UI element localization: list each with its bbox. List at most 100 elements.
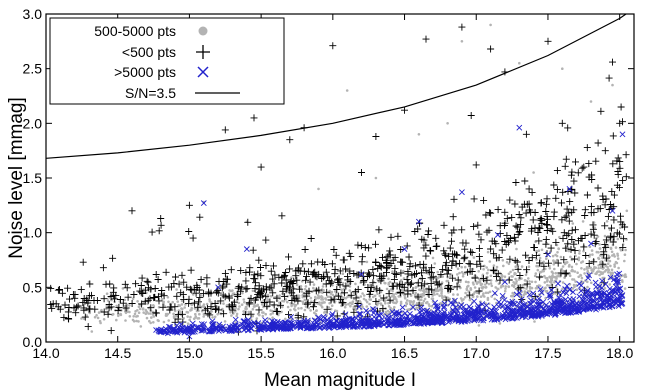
point-500-5000 <box>500 273 504 277</box>
point-gt5000 <box>500 302 507 309</box>
point-lt500 <box>508 214 516 222</box>
point-500-5000 <box>473 286 477 289</box>
point-lt500 <box>414 293 422 301</box>
point-gt5000 <box>458 189 465 196</box>
point-500-5000 <box>554 292 557 295</box>
point-500-5000 <box>258 313 261 317</box>
point-500-5000 <box>123 305 127 308</box>
point-lt500 <box>435 280 443 288</box>
point-lt500 <box>79 299 87 307</box>
point-lt500 <box>470 195 478 203</box>
point-500-5000 <box>540 263 543 266</box>
point-lt500 <box>257 163 265 171</box>
point-500-5000 <box>588 245 592 248</box>
point-500-5000 <box>527 265 531 269</box>
point-500-5000 <box>476 291 479 295</box>
point-lt500 <box>507 235 514 242</box>
point-gt5000 <box>201 321 208 328</box>
point-gt5000 <box>388 319 395 326</box>
point-gt5000 <box>501 278 508 285</box>
point-lt500 <box>503 214 511 222</box>
point-lt500 <box>386 251 394 259</box>
point-500-5000 <box>331 293 335 297</box>
point-500-5000 <box>544 286 547 290</box>
point-lt500 <box>501 238 509 245</box>
point-lt500 <box>391 269 399 277</box>
point-lt500 <box>65 315 73 323</box>
point-500-5000 <box>573 270 577 273</box>
point-lt500 <box>622 151 630 159</box>
point-lt500 <box>71 294 79 302</box>
point-lt500 <box>470 223 478 231</box>
point-500-5000 <box>314 295 317 299</box>
point-500-5000 <box>485 266 489 269</box>
point-lt500 <box>514 231 522 239</box>
point-lt500 <box>542 208 550 215</box>
point-500-5000 <box>165 314 168 317</box>
point-500-5000 <box>387 277 390 281</box>
point-500-5000 <box>502 264 505 268</box>
point-500-5000 <box>324 298 328 301</box>
point-gt5000 <box>424 307 431 314</box>
point-500-5000 <box>534 280 537 284</box>
point-500-5000 <box>577 275 580 279</box>
point-lt500 <box>386 296 394 304</box>
point-500-5000 <box>569 255 572 259</box>
point-lt500 <box>489 266 497 274</box>
point-500-5000 <box>82 317 86 321</box>
point-lt500 <box>610 216 618 224</box>
point-lt500 <box>86 280 94 288</box>
point-gt5000 <box>358 271 365 278</box>
point-lt500 <box>585 260 593 268</box>
point-lt500 <box>401 106 408 114</box>
point-lt500 <box>581 206 589 214</box>
point-lt500 <box>574 169 582 177</box>
point-lt500 <box>144 296 152 304</box>
point-500-5000 <box>543 281 547 284</box>
point-lt500 <box>603 254 610 262</box>
point-500-5000 <box>488 290 492 294</box>
point-500-5000 <box>485 272 489 275</box>
point-gt5000 <box>311 322 318 329</box>
point-gt5000 <box>564 282 570 289</box>
point-lt500 <box>269 275 277 283</box>
point-gt5000 <box>419 313 426 320</box>
point-lt500 <box>175 311 182 319</box>
point-lt500 <box>562 269 570 277</box>
point-500-5000 <box>557 273 560 277</box>
point-500-5000 <box>467 284 470 288</box>
point-500-5000 <box>609 264 612 268</box>
point-lt500 <box>561 162 569 170</box>
point-lt500 <box>578 164 586 172</box>
point-gt5000 <box>210 321 217 328</box>
point-lt500 <box>494 206 502 214</box>
point-500-5000 <box>484 286 488 289</box>
point-500-5000 <box>561 281 565 284</box>
point-500-5000 <box>395 298 398 301</box>
point-500-5000 <box>443 285 447 289</box>
point-gt5000 <box>215 284 222 291</box>
point-lt500 <box>599 260 607 268</box>
point-500-5000 <box>553 275 557 279</box>
point-500-5000 <box>260 303 264 306</box>
point-500-5000 <box>503 289 507 293</box>
point-lt500 <box>155 227 163 235</box>
point-gt5000 <box>329 311 336 318</box>
point-500-5000 <box>439 286 443 289</box>
point-lt500 <box>128 300 136 307</box>
point-lt500 <box>196 293 204 301</box>
point-lt500 <box>262 262 270 270</box>
point-gt5000 <box>564 308 571 315</box>
point-lt500 <box>441 250 449 258</box>
x-tick-label: 18.0 <box>606 345 633 361</box>
point-500-5000 <box>533 320 536 323</box>
point-lt500 <box>619 118 626 126</box>
point-gt5000 <box>337 323 344 329</box>
point-lt500 <box>405 253 413 261</box>
point-lt500 <box>380 294 388 302</box>
point-gt5000 <box>536 301 543 308</box>
point-500-5000 <box>580 267 583 270</box>
point-lt500 <box>251 296 259 304</box>
point-lt500 <box>587 202 595 210</box>
point-lt500 <box>372 259 380 266</box>
